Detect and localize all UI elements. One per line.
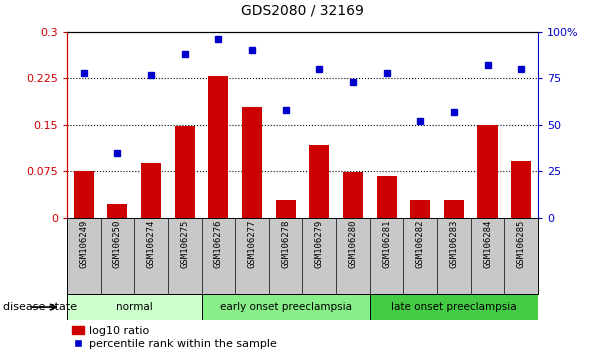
Text: GSM106279: GSM106279 [315,220,324,268]
Text: normal: normal [116,302,153,312]
Bar [208,76,229,218]
Bar [410,200,430,218]
Text: GSM106249: GSM106249 [79,220,88,268]
Bar [107,204,128,218]
Bar [343,172,363,218]
Text: GSM106250: GSM106250 [113,220,122,268]
Bar [376,176,396,218]
Text: GSM106285: GSM106285 [517,220,526,268]
Text: GSM106282: GSM106282 [416,220,425,268]
Text: disease state: disease state [3,302,77,312]
Text: GSM106281: GSM106281 [382,220,391,268]
Text: early onset preeclampsia: early onset preeclampsia [219,302,351,312]
Bar [67,294,201,320]
Bar [444,200,464,218]
Text: GSM106284: GSM106284 [483,220,492,268]
Bar [242,108,262,218]
Bar [309,144,330,218]
Text: GSM106275: GSM106275 [180,220,189,268]
Text: GSM106278: GSM106278 [281,220,290,268]
Bar [201,294,370,320]
Text: GSM106274: GSM106274 [147,220,156,268]
Bar [74,171,94,218]
Text: GSM106277: GSM106277 [247,220,257,268]
Bar [511,161,531,218]
Text: GSM106280: GSM106280 [348,220,358,268]
Text: GDS2080 / 32169: GDS2080 / 32169 [241,4,364,18]
Text: late onset preeclampsia: late onset preeclampsia [391,302,517,312]
Bar [174,126,195,218]
Bar [275,200,295,218]
Bar [141,163,161,218]
Text: GSM106276: GSM106276 [214,220,223,268]
Text: GSM106283: GSM106283 [449,220,458,268]
Bar [370,294,538,320]
Bar [477,125,498,218]
Legend: log10 ratio, percentile rank within the sample: log10 ratio, percentile rank within the … [72,326,277,349]
